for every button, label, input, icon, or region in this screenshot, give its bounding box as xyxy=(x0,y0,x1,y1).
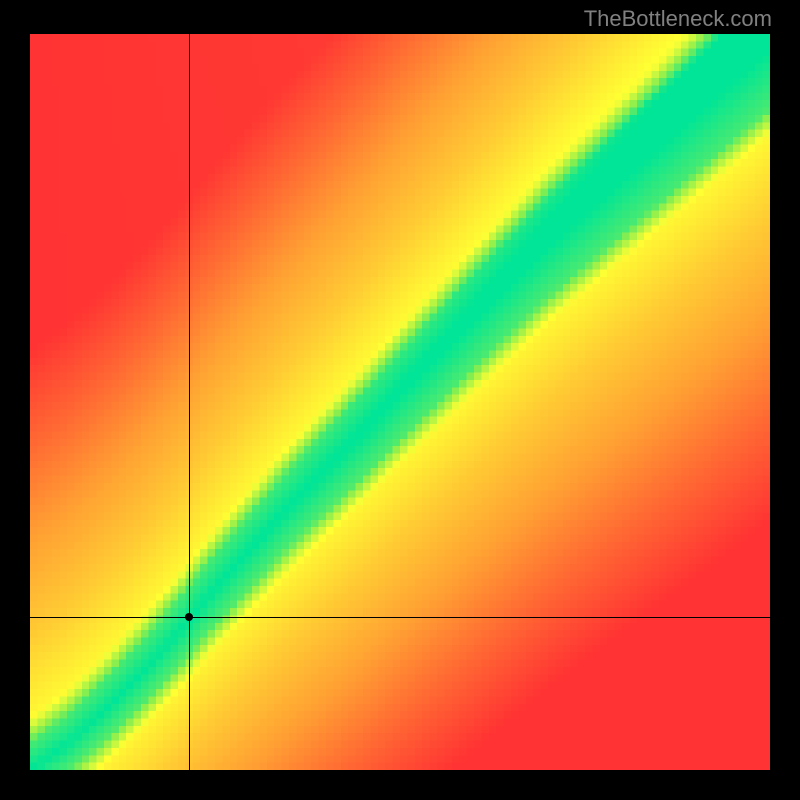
chart-outer: TheBottleneck.com xyxy=(0,0,800,800)
crosshair-vertical xyxy=(189,34,190,770)
heatmap-canvas xyxy=(30,34,770,770)
watermark-text: TheBottleneck.com xyxy=(584,6,772,32)
crosshair-marker-dot xyxy=(185,613,193,621)
crosshair-horizontal xyxy=(30,617,770,618)
plot-area xyxy=(30,34,770,770)
